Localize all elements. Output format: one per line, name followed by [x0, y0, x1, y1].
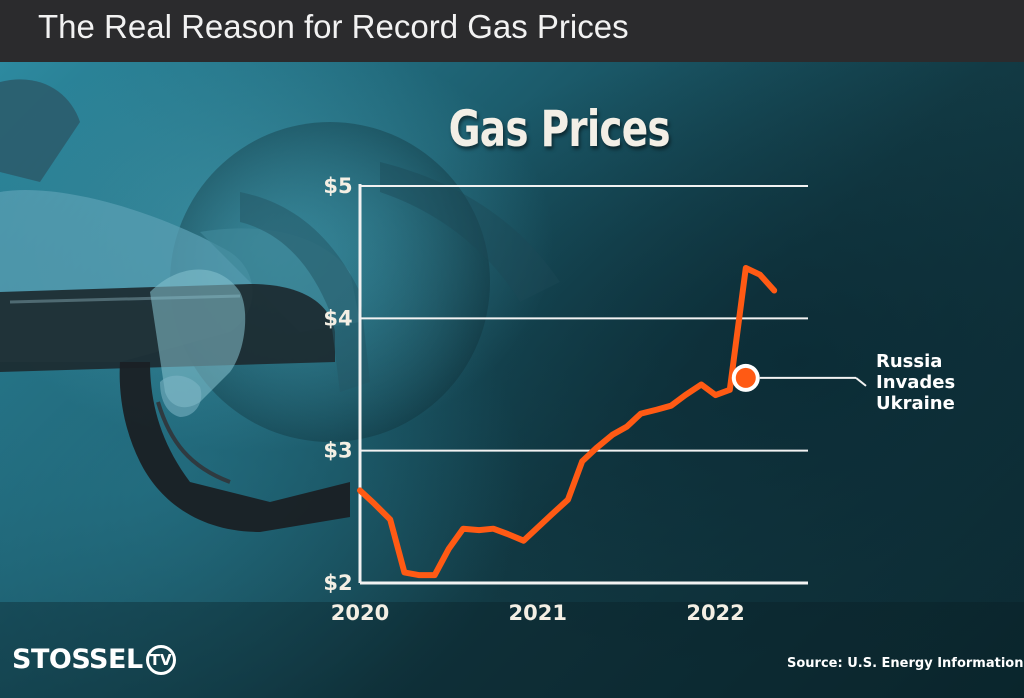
y-tick-label: $4 — [323, 306, 352, 330]
annotation-label: Russia Invades Ukraine — [876, 351, 955, 414]
slide: Gas Prices $5 $4 $3 $2 2020 2021 2022 Russia Inv… — [0, 62, 1024, 698]
y-tick-label: $2 — [323, 571, 352, 595]
window-title: The Real Reason for Record Gas Prices — [38, 8, 629, 45]
y-tick-label: $3 — [323, 439, 352, 463]
x-tick-label: 2022 — [686, 601, 744, 625]
stossel-tv-logo: STOSSEL TV — [12, 644, 176, 675]
source-note: Source: U.S. Energy Information Admi — [787, 656, 1024, 671]
x-tick-label: 2021 — [509, 601, 567, 625]
x-tick-label: 2020 — [331, 601, 389, 625]
pump-nozzle-illustration — [0, 79, 1024, 698]
gas-price-chart: $5 $4 $3 $2 2020 2021 2022 Russia Invades Ukraine — [323, 174, 955, 625]
logo-text: STOSSEL — [12, 644, 143, 675]
annotation-marker — [735, 367, 756, 388]
header-bar: The Real Reason for Record Gas Prices — [0, 0, 1024, 62]
y-tick-label: $5 — [323, 174, 352, 198]
annotation-leader-tip — [855, 377, 867, 387]
series-line-0 — [357, 265, 778, 579]
tv-badge-icon: TV — [145, 644, 176, 675]
chart-title: Gas Prices — [448, 100, 671, 158]
